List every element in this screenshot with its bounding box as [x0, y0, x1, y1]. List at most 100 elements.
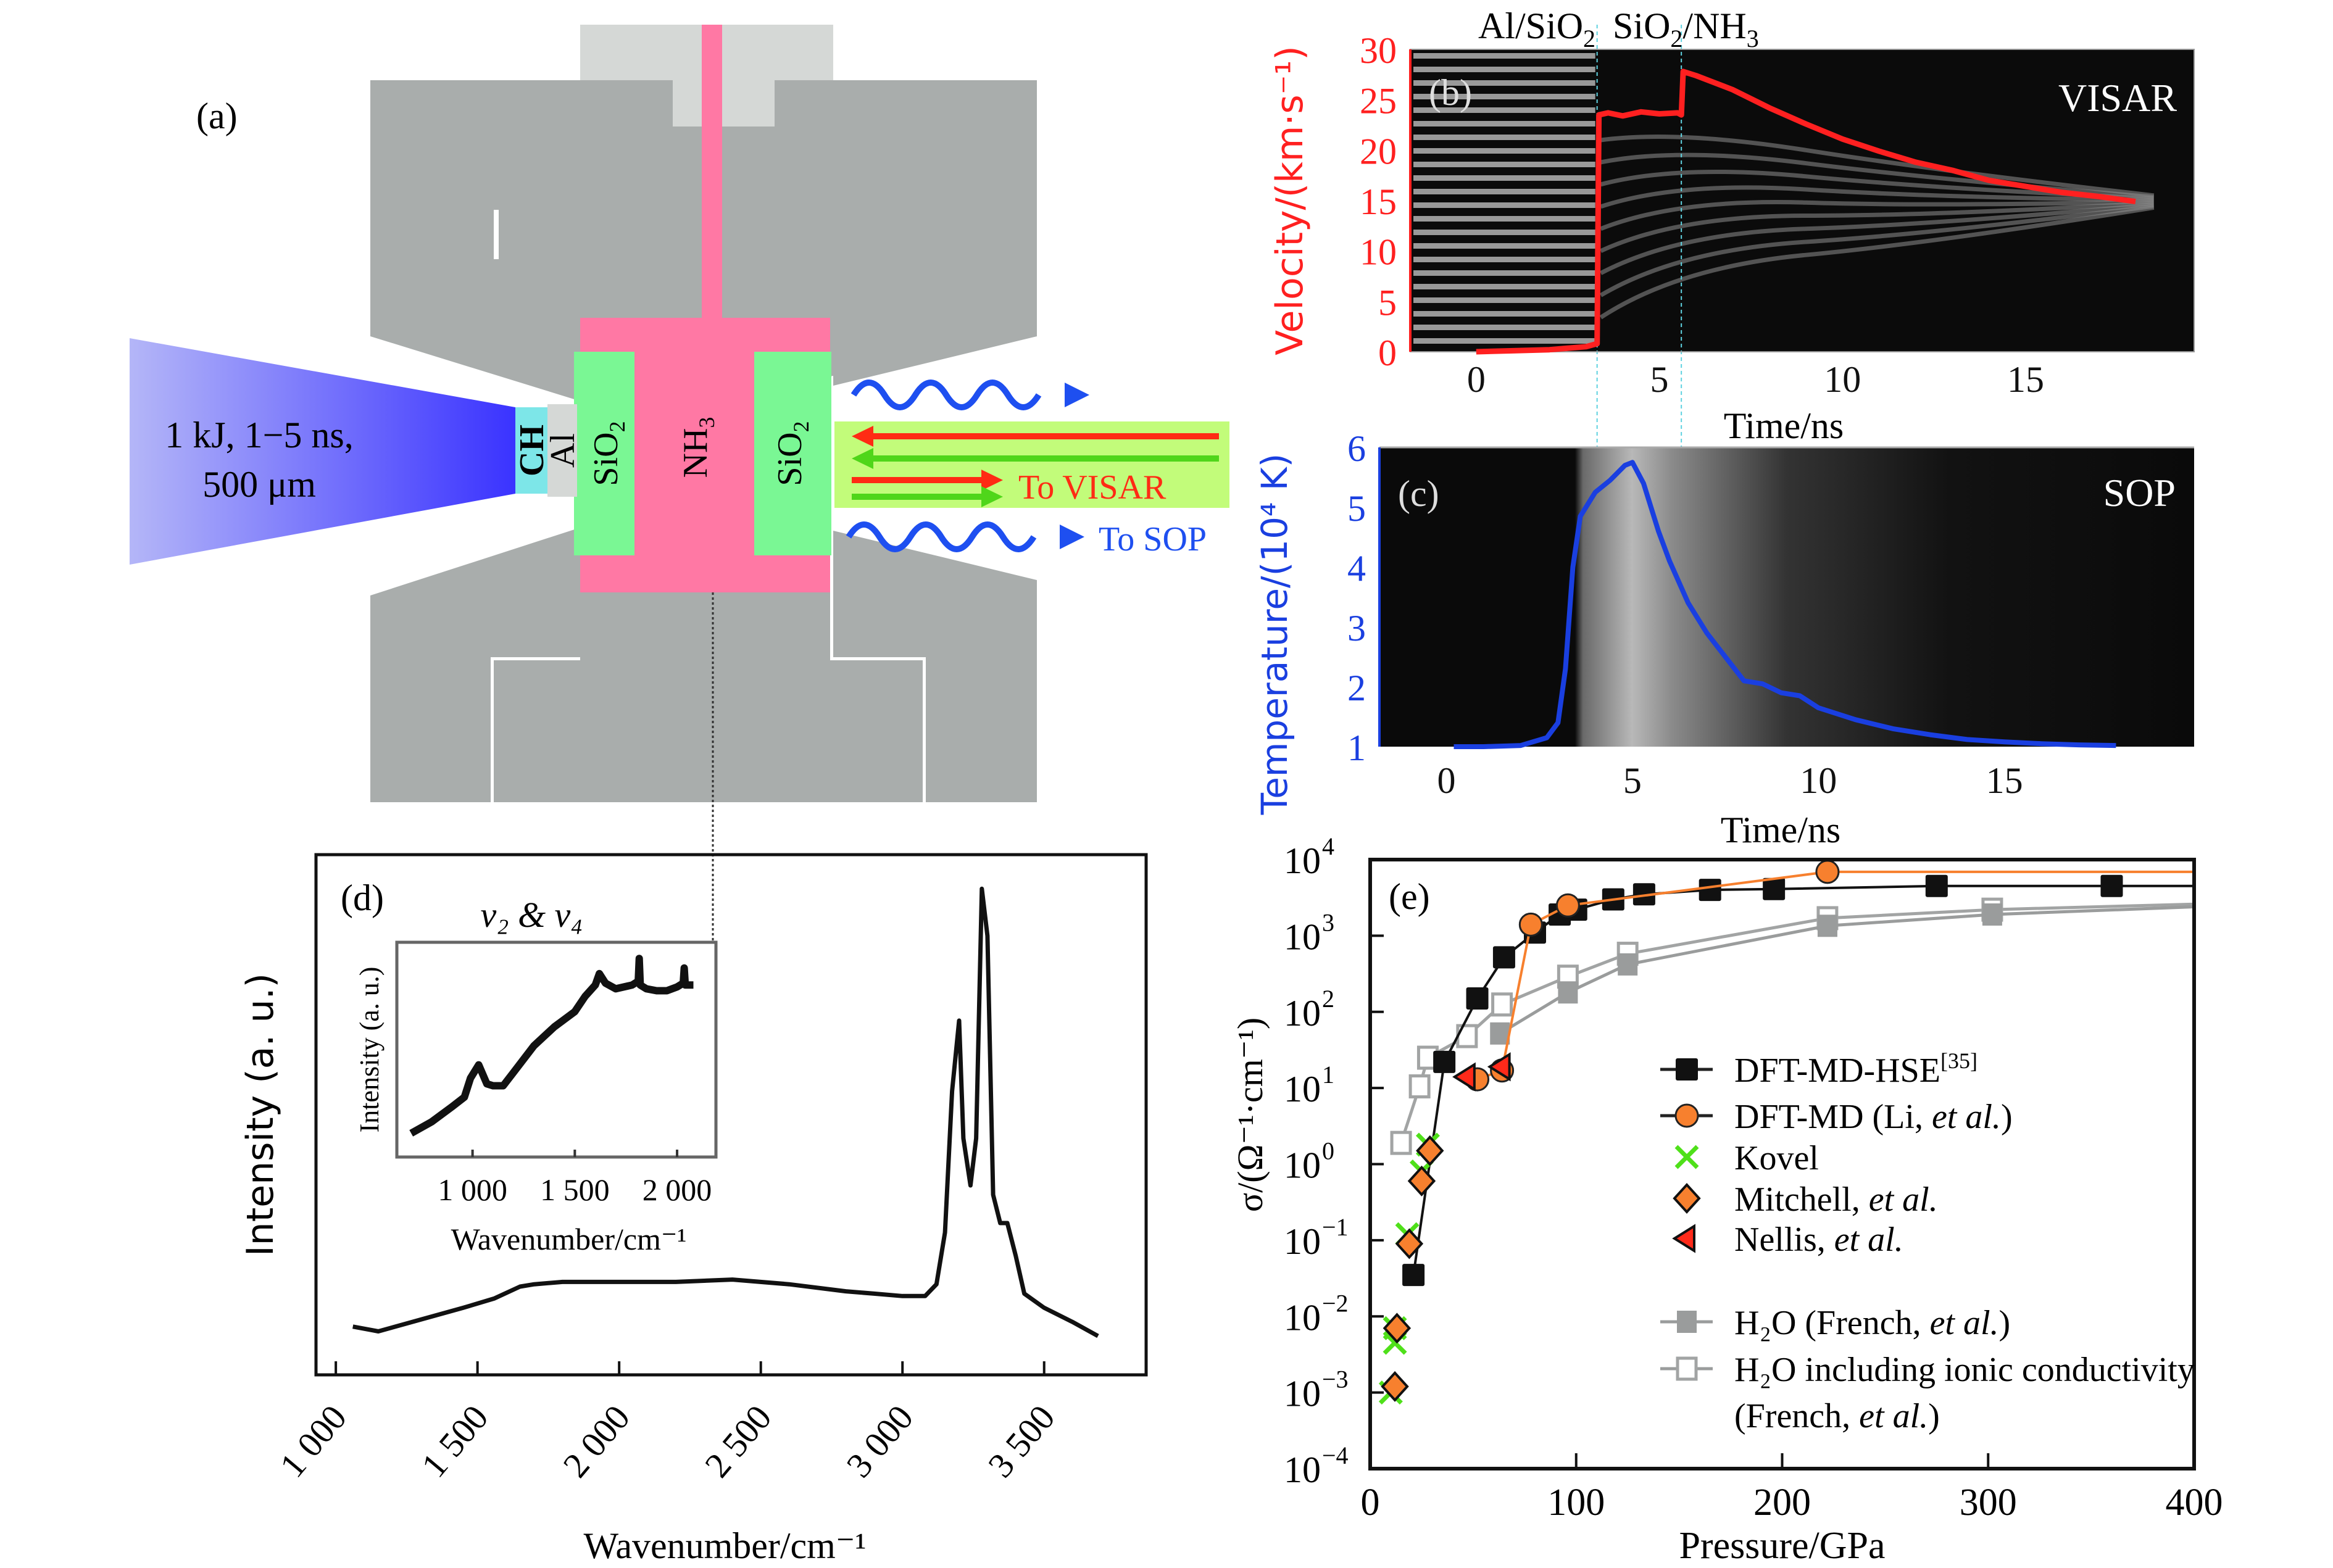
visar-fringe: [1600, 185, 2154, 209]
legend-label: DFT-MD-HSE[35]: [1734, 1048, 1977, 1090]
visar-fringe: [1599, 202, 2155, 275]
legend-label-part: ): [1999, 1304, 2011, 1342]
visar-return-arrow-red: [852, 426, 1219, 447]
visar-fringe: [1413, 257, 1595, 262]
sop-plot-area: [1379, 447, 2194, 747]
sigma-y-tick-exponent: 3: [1322, 908, 1334, 936]
sigma-y-tick-exponent: 4: [1322, 832, 1334, 860]
legend-label-part: (French,: [1734, 1397, 1859, 1435]
legend-label-part: Nellis,: [1734, 1221, 1834, 1259]
inset-axes-frame: [395, 940, 718, 1159]
marker-h2o-french: [1677, 1311, 1697, 1333]
sigma-y-tick-label: 10: [1284, 1069, 1321, 1110]
legend-label-part: [35]: [1940, 1048, 1977, 1073]
visar-y-tick-label: 5: [1378, 282, 1397, 323]
visar-y-tick-label: 15: [1360, 181, 1397, 222]
sigma-y-tick-exponent: 1: [1322, 1061, 1334, 1089]
interface-annotation-part: 2: [1583, 25, 1595, 52]
marker-dft-md-hse: [1433, 1050, 1456, 1073]
sop-y-tick-label: 5: [1347, 488, 1366, 529]
legend-label-part: ): [2001, 1098, 2013, 1136]
legend-label-part: ): [1928, 1397, 1940, 1435]
panel-label-a: (a): [196, 96, 238, 136]
interface-annotation-part: Al/SiO: [1478, 6, 1583, 46]
inset-x-tick-label: 2 000: [643, 1172, 712, 1207]
sigma-y-tick-label: 10: [1284, 840, 1321, 881]
sio2-left-label: SiO2: [587, 421, 630, 486]
marker-mitchell: [1383, 1313, 1412, 1344]
series-line-5: [1499, 905, 2195, 1035]
visar-x-tick-label: 5: [1650, 359, 1669, 400]
upper-anvil-right: [832, 80, 1037, 386]
visar-title: VISAR: [2058, 76, 2177, 120]
sigma-x-axis-title: Pressure/GPa: [1679, 1525, 1885, 1567]
lower-anvil-right: [833, 531, 1037, 802]
marker-dft-md-li: [1815, 860, 1840, 884]
visar-fringe: [1413, 94, 1595, 99]
legend-label: DFT-MD (Li, et al.): [1734, 1098, 2013, 1136]
sigma-x-tick-label: 200: [1753, 1482, 1811, 1524]
sigma-y-axis-title: σ/(Ω⁻¹·cm⁻¹): [1230, 1018, 1270, 1212]
raman-x-tick-label: 1 000: [272, 1398, 354, 1485]
al-layer: [547, 404, 577, 497]
marker-h2o-french: [1817, 915, 1837, 937]
marker-dft-md-hse: [1763, 877, 1786, 900]
legend-label-part: H₂O including ionic conductivity: [1734, 1351, 2195, 1389]
visar-return-arrow-green: [852, 448, 1219, 469]
marker-dft-md-hse: [1676, 1058, 1698, 1081]
sigma-y-tick-label: 10: [1284, 916, 1321, 957]
nh3-text: NH: [676, 428, 715, 478]
sop-wave-arrow-bottom: [846, 521, 1084, 552]
raman-x-tick-label: 3 500: [980, 1398, 1063, 1485]
marker-dft-md-li: [1674, 1103, 1699, 1128]
marker-mitchell: [1381, 1371, 1409, 1402]
sio2-right-window: [754, 352, 831, 555]
sio2-right-sub: 2: [789, 421, 813, 432]
sop-y-tick-label: 2: [1347, 668, 1366, 708]
inset-x-tick-label: 1 000: [438, 1172, 507, 1207]
sio2-left-sub: 2: [605, 421, 630, 432]
visar-x-axis-title: Time/ns: [1724, 405, 1844, 446]
sigma-y-tick-exponent: 2: [1322, 985, 1334, 1013]
sop-wave-arrow-top: [850, 380, 1089, 410]
ch-label: CH: [513, 425, 551, 476]
upper-anvil-body: [370, 80, 583, 401]
sio2-right-text: SiO: [771, 432, 809, 486]
sop-x-tick-label: 0: [1437, 760, 1455, 801]
interface-annotation-part: 3: [1747, 25, 1759, 52]
panel-label-e: (e): [1389, 876, 1430, 917]
sop-title: SOP: [2103, 471, 2176, 515]
al-label: Al: [544, 433, 582, 468]
laser-spot-label: 500 μm: [202, 464, 316, 505]
inset-x-tick-label: 1 500: [540, 1172, 610, 1207]
inset-spectrum-line: [409, 955, 694, 1137]
laser-energy-label: 1 kJ, 1−5 ns,: [165, 415, 354, 455]
visar-y-axis-title: Velocity/(km·s⁻¹): [1268, 46, 1312, 355]
visar-fringe: [1599, 204, 2155, 297]
panel-a-diagram: (a) 1 kJ, 1−5 ns, 500 μm CH Al SiO2 NH3 …: [130, 25, 1229, 1012]
visar-fringe: [1413, 243, 1595, 249]
inset-y-axis-title: Intensity (a. u.): [354, 967, 385, 1133]
marker-mitchell: [1416, 1135, 1444, 1166]
to-sop-label: To SOP: [1099, 520, 1207, 558]
visar-fringe: [1413, 107, 1595, 113]
sigma-x-tick-label: 300: [1960, 1482, 2017, 1524]
raman-x-tick-label: 3 000: [839, 1398, 921, 1485]
sigma-y-tick-label: 10: [1284, 1297, 1321, 1338]
legend-label-part: DFT-MD (Li,: [1734, 1098, 1932, 1136]
raman-x-tick-label: 1 500: [414, 1398, 496, 1485]
legend-label-part: DFT-MD-HSE: [1734, 1052, 1940, 1090]
legend-label: H₂O (French, et al.): [1734, 1304, 2010, 1342]
visar-fringe: [1413, 311, 1595, 317]
marker-dft-md-hse: [1632, 883, 1655, 906]
sigma-y-tick-exponent: −2: [1322, 1289, 1349, 1317]
legend-label-part: Kovel: [1734, 1139, 1819, 1177]
raman-x-tick-label: 2 500: [697, 1398, 780, 1485]
velocity-line: [1476, 68, 2136, 355]
sigma-x-tick-label: 400: [2166, 1482, 2223, 1524]
visar-fringe: [1600, 169, 2154, 201]
to-visar-label: To VISAR: [1018, 468, 1166, 507]
sio2-left-window: [574, 352, 634, 555]
